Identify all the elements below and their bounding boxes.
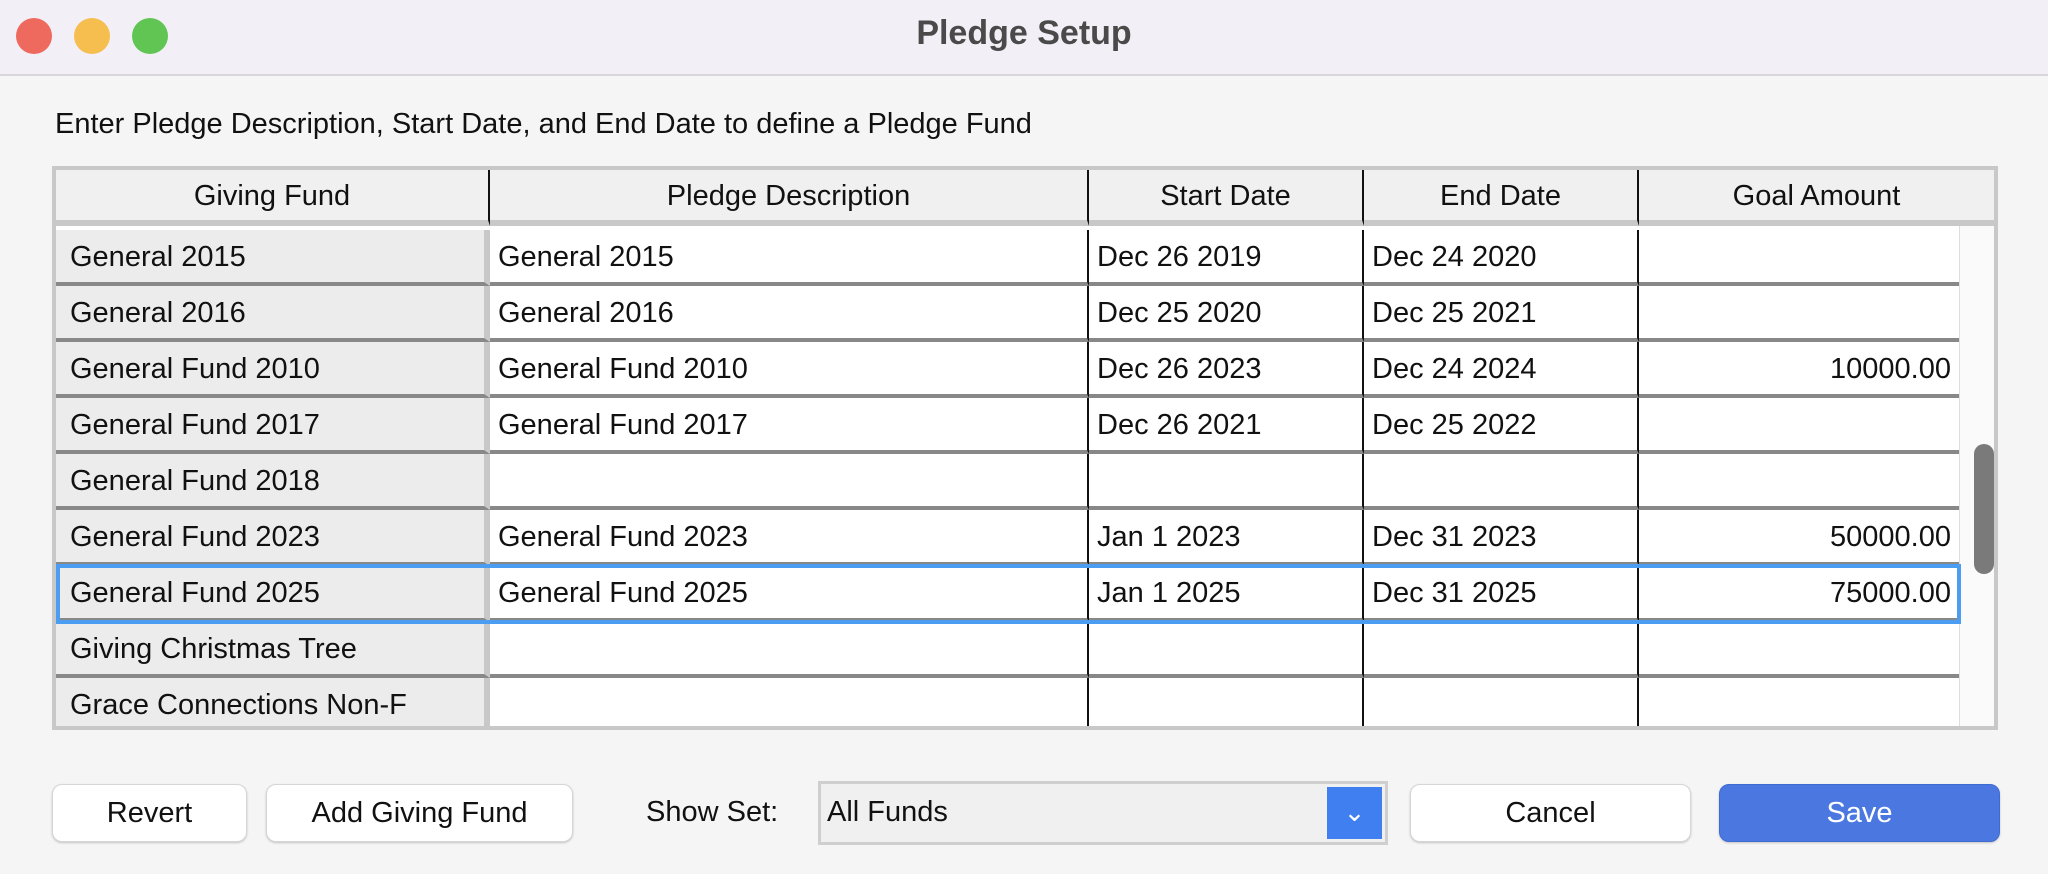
cell-end-date[interactable] bbox=[1364, 678, 1639, 726]
cell-giving-fund: General 2016 bbox=[56, 286, 490, 342]
cell-end-date[interactable]: Dec 24 2024 bbox=[1364, 342, 1639, 398]
cell-start-date[interactable]: Jan 1 2025 bbox=[1089, 566, 1364, 622]
cell-start-date[interactable]: Dec 26 2021 bbox=[1089, 398, 1364, 454]
column-header-pledge-description[interactable]: Pledge Description bbox=[490, 170, 1089, 226]
show-set-label: Show Set: bbox=[646, 796, 779, 828]
add-giving-fund-button[interactable]: Add Giving Fund bbox=[266, 784, 573, 842]
window-title: Pledge Setup bbox=[916, 14, 1132, 52]
table-row[interactable]: General 2015 General 2015 Dec 26 2019 Dec 2… bbox=[56, 230, 1959, 286]
cell-start-date[interactable] bbox=[1089, 678, 1364, 726]
cell-giving-fund: General Fund 2023 bbox=[56, 510, 490, 566]
vertical-scrollbar[interactable] bbox=[1959, 226, 1994, 726]
table-row[interactable]: Giving Christmas Tree bbox=[56, 622, 1959, 678]
chevron-down-icon[interactable]: ⌄ bbox=[1327, 787, 1382, 839]
table-row[interactable]: General 2016 General 2016 Dec 25 2020 Dec 2… bbox=[56, 286, 1959, 342]
show-set-value: All Funds bbox=[827, 796, 948, 828]
table-row[interactable]: General Fund 2017 General Fund 2017 Dec 26… bbox=[56, 398, 1959, 454]
cell-goal-amount[interactable] bbox=[1639, 398, 1959, 454]
table-row[interactable]: Grace Connections Non-F bbox=[56, 678, 1959, 726]
instruction-text: Enter Pledge Description, Start Date, an… bbox=[55, 108, 1032, 140]
cell-start-date[interactable]: Dec 26 2019 bbox=[1089, 230, 1364, 286]
cell-pledge-description[interactable]: General Fund 2023 bbox=[490, 510, 1089, 566]
cell-goal-amount[interactable]: 10000.00 bbox=[1639, 342, 1959, 398]
cell-start-date[interactable]: Dec 26 2023 bbox=[1089, 342, 1364, 398]
close-button[interactable] bbox=[16, 18, 52, 54]
cell-goal-amount[interactable] bbox=[1639, 230, 1959, 286]
cell-end-date[interactable]: Dec 25 2022 bbox=[1364, 398, 1639, 454]
column-header-giving-fund[interactable]: Giving Fund bbox=[56, 170, 490, 226]
cell-pledge-description[interactable]: General 2016 bbox=[490, 286, 1089, 342]
column-header-goal-amount[interactable]: Goal Amount bbox=[1639, 170, 1994, 226]
column-header-end-date[interactable]: End Date bbox=[1364, 170, 1639, 226]
cell-giving-fund: Giving Christmas Tree bbox=[56, 622, 490, 678]
cell-pledge-description[interactable] bbox=[490, 678, 1089, 726]
cell-end-date[interactable]: Dec 24 2020 bbox=[1364, 230, 1639, 286]
cell-end-date[interactable]: Dec 25 2021 bbox=[1364, 286, 1639, 342]
cell-goal-amount[interactable] bbox=[1639, 454, 1959, 510]
revert-button[interactable]: Revert bbox=[52, 784, 247, 842]
cell-start-date[interactable]: Dec 25 2020 bbox=[1089, 286, 1364, 342]
cell-start-date[interactable] bbox=[1089, 622, 1364, 678]
save-button[interactable]: Save bbox=[1719, 784, 2000, 842]
cell-pledge-description[interactable]: General Fund 2025 bbox=[490, 566, 1089, 622]
cell-giving-fund: General Fund 2018 bbox=[56, 454, 490, 510]
cell-pledge-description[interactable]: General Fund 2010 bbox=[490, 342, 1089, 398]
minimize-button[interactable] bbox=[74, 18, 110, 54]
column-header-start-date[interactable]: Start Date bbox=[1089, 170, 1364, 226]
cell-goal-amount[interactable] bbox=[1639, 678, 1959, 726]
cell-goal-amount[interactable] bbox=[1639, 622, 1959, 678]
cell-end-date[interactable]: Dec 31 2023 bbox=[1364, 510, 1639, 566]
cell-giving-fund: Grace Connections Non-F bbox=[56, 678, 490, 726]
cell-end-date[interactable] bbox=[1364, 454, 1639, 510]
table-row[interactable]: General Fund 2018 bbox=[56, 454, 1959, 510]
cell-start-date[interactable] bbox=[1089, 454, 1364, 510]
cancel-button[interactable]: Cancel bbox=[1410, 784, 1691, 842]
cell-goal-amount[interactable] bbox=[1639, 286, 1959, 342]
cell-goal-amount[interactable]: 50000.00 bbox=[1639, 510, 1959, 566]
cell-pledge-description[interactable]: General Fund 2017 bbox=[490, 398, 1089, 454]
table-row[interactable]: General Fund 2010 General Fund 2010 Dec 26… bbox=[56, 342, 1959, 398]
cell-pledge-description[interactable] bbox=[490, 454, 1089, 510]
table-row[interactable]: General Fund 2025 General Fund 2025 Jan 1 … bbox=[56, 566, 1959, 622]
zoom-button[interactable] bbox=[132, 18, 168, 54]
scrollbar-thumb[interactable] bbox=[1974, 444, 1994, 574]
pledge-table: Grace Connections Non-F Giving Christmas … bbox=[52, 166, 1998, 730]
cell-end-date[interactable]: Dec 31 2025 bbox=[1364, 566, 1639, 622]
show-set-select[interactable]: All Funds ⌄ bbox=[818, 781, 1388, 845]
cell-giving-fund: General Fund 2010 bbox=[56, 342, 490, 398]
cell-giving-fund: General 2015 bbox=[56, 230, 490, 286]
cell-pledge-description[interactable] bbox=[490, 622, 1089, 678]
cell-giving-fund: General Fund 2025 bbox=[56, 566, 490, 622]
cell-start-date[interactable]: Jan 1 2023 bbox=[1089, 510, 1364, 566]
cell-end-date[interactable] bbox=[1364, 622, 1639, 678]
cell-goal-amount[interactable]: 75000.00 bbox=[1639, 566, 1959, 622]
cell-giving-fund: General Fund 2017 bbox=[56, 398, 490, 454]
table-row[interactable]: General Fund 2023 General Fund 2023 Jan 1 … bbox=[56, 510, 1959, 566]
cell-pledge-description[interactable]: General 2015 bbox=[490, 230, 1089, 286]
title-bar: Pledge Setup bbox=[0, 0, 2048, 76]
